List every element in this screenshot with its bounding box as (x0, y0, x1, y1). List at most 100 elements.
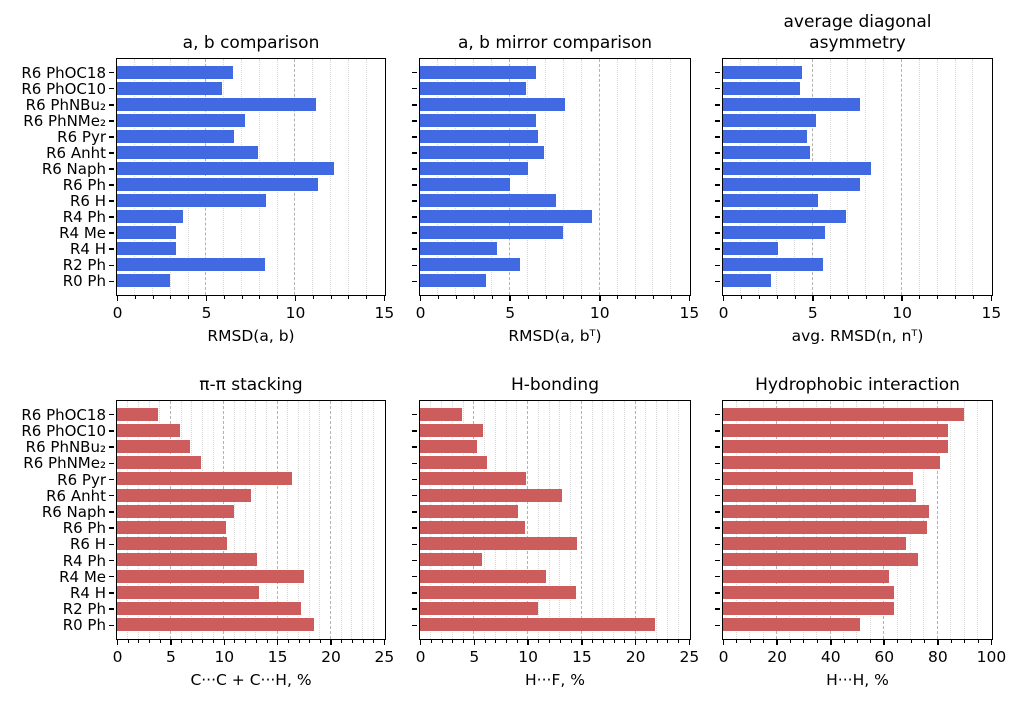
bar (420, 440, 477, 453)
x-gridline-minor (297, 401, 299, 639)
x-tick-minor (181, 640, 183, 643)
bar (420, 456, 487, 470)
x-tick-major (776, 640, 778, 645)
bar (420, 618, 656, 632)
y-tick (715, 462, 721, 465)
x-gridline-minor (191, 401, 193, 639)
bar (420, 81, 526, 95)
x-gridline-major (829, 401, 831, 639)
x-tick-minor (736, 640, 738, 643)
x-tick-minor (653, 296, 655, 299)
y-tick (109, 624, 115, 627)
x-gridline-major (205, 59, 207, 295)
x-tick-major (599, 296, 601, 301)
bar (723, 161, 872, 175)
x-gridline-minor (740, 59, 742, 295)
bar (420, 537, 577, 551)
x-tick-minor (319, 640, 321, 643)
x-tick-minor (937, 296, 939, 299)
x-tick-major (116, 640, 119, 645)
x-gridline-minor (319, 401, 321, 639)
y-tick (715, 575, 721, 578)
x-gridline-minor (623, 401, 625, 639)
y-tick (412, 624, 418, 627)
x-tick-label: 40 (820, 648, 841, 666)
x-tick-minor (149, 640, 151, 643)
y-tick (412, 575, 418, 578)
x-tick-label: 0 (415, 304, 426, 322)
y-tick (109, 430, 115, 432)
x-gridline-minor (666, 401, 668, 639)
x-tick-label: 20 (625, 648, 646, 666)
x-tick-label: 10 (518, 648, 538, 666)
x-tick-minor (495, 640, 497, 643)
x-tick-label: 80 (927, 648, 948, 666)
y-tick (109, 264, 115, 267)
y-tick-label: R6 Anht (46, 143, 106, 162)
y-tick (109, 136, 115, 138)
x-gridline-minor (816, 401, 818, 639)
y-tick-label: R6 PhOC18 (21, 405, 106, 424)
bar (723, 602, 895, 615)
x-tick-major (473, 640, 476, 645)
y-tick-label: R6 PhOC10 (21, 421, 106, 440)
x-gridline-minor (516, 401, 518, 639)
x-gridline-minor (793, 59, 795, 295)
x-gridline-minor (473, 59, 475, 295)
y-tick (715, 232, 721, 234)
x-gridline-major (329, 401, 331, 639)
bar (117, 504, 235, 518)
y-tick (109, 478, 115, 481)
x-tick-label: 5 (201, 304, 212, 322)
y-tick (715, 527, 721, 529)
y-tick (715, 216, 721, 218)
x-tick-minor (241, 296, 243, 299)
x-tick-minor (234, 640, 236, 643)
bar (420, 129, 539, 143)
x-tick-major (901, 296, 903, 301)
x-gridline-minor (537, 401, 539, 639)
y-tick-label: R6 H (69, 192, 106, 211)
y-tick (412, 200, 418, 202)
y-tick (109, 248, 115, 251)
x-gridline-minor (241, 59, 242, 295)
y-tick (715, 103, 721, 106)
x-gridline-major (883, 401, 885, 639)
y-tick (715, 608, 721, 610)
bar (723, 226, 825, 240)
x-gridline-minor (308, 401, 310, 639)
y-tick (412, 136, 418, 138)
bar (420, 226, 564, 240)
x-gridline-major (936, 401, 938, 639)
bar (117, 226, 176, 240)
bar (117, 440, 190, 453)
y-tick (109, 527, 115, 529)
x-gridline-major (473, 401, 475, 639)
bar (117, 113, 246, 127)
x-tick-minor (362, 640, 364, 643)
x-tick-minor (602, 640, 604, 643)
y-tick (715, 543, 721, 546)
x-tick-major (116, 296, 119, 301)
x-axis-label: RMSD(a, b) (207, 327, 295, 345)
x-gridline-minor (865, 59, 867, 295)
x-tick-minor (312, 296, 314, 299)
x-gridline-minor (187, 59, 189, 295)
x-gridline-minor (829, 59, 831, 295)
y-tick-label: R0 Ph (62, 616, 106, 635)
x-tick-minor (794, 296, 796, 299)
x-tick-minor (790, 640, 792, 643)
x-tick-label: 0 (112, 648, 123, 666)
x-gridline-minor (441, 401, 442, 639)
x-gridline-minor (152, 59, 154, 295)
y-tick-label: R2 Ph (62, 600, 106, 619)
x-tick-minor (516, 640, 518, 643)
y-tick (412, 280, 418, 283)
bar (723, 81, 800, 95)
y-tick (412, 264, 418, 267)
x-tick-minor (259, 296, 261, 299)
x-gridline-minor (462, 401, 464, 639)
x-tick-minor (287, 640, 289, 643)
y-tick (715, 71, 721, 74)
y-tick-label: R4 Me (59, 224, 106, 243)
